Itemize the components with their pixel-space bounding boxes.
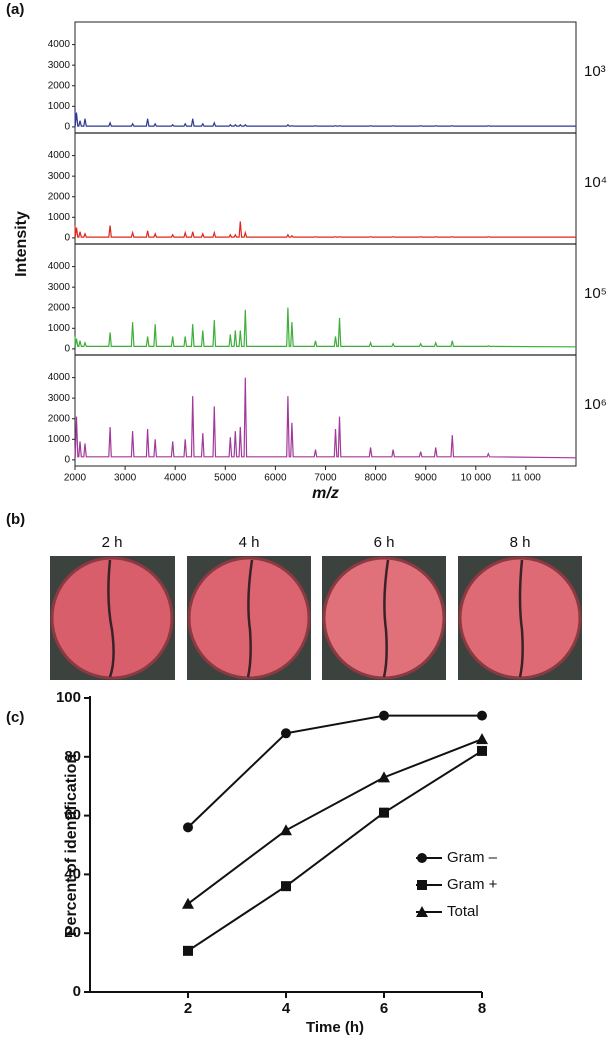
x-tick-label: 8000 <box>364 473 387 484</box>
legend-label: Total <box>447 903 479 920</box>
panel-label: (a) <box>6 1 24 18</box>
plate-photo <box>322 556 446 680</box>
y-tick-label: 2000 <box>48 191 71 202</box>
y-axis-label: Percent of identification <box>63 754 80 936</box>
marker <box>477 745 487 756</box>
series-label: 10⁵ <box>584 285 607 302</box>
x-axis-label: Time (h) <box>306 1019 364 1036</box>
y-tick-label: 0 <box>64 233 70 244</box>
y-tick-label: 100 <box>56 689 81 706</box>
y-tick-label: 4000 <box>48 372 71 383</box>
plate-photo <box>187 556 311 680</box>
marker <box>379 710 389 721</box>
y-tick-label: 0 <box>73 983 81 1000</box>
x-tick-label: 2 <box>184 1000 192 1017</box>
legend-label: Gram + <box>447 876 498 893</box>
series-line <box>187 738 483 905</box>
panel-label: (c) <box>6 709 24 726</box>
y-tick-label: 3000 <box>48 393 71 404</box>
x-tick-label: 2000 <box>64 473 87 484</box>
spectrum-line <box>74 307 577 348</box>
marker <box>379 807 389 818</box>
series-line <box>187 750 483 952</box>
y-axis-label: Intensity <box>13 211 30 277</box>
x-axis-label: m/z <box>312 485 339 502</box>
legend-marker <box>417 880 427 890</box>
marker <box>281 881 291 892</box>
y-tick-label: 3000 <box>48 60 71 71</box>
photo-label: 4 h <box>239 534 260 551</box>
x-tick-label: 4 <box>282 1000 291 1017</box>
y-tick-label: 4000 <box>48 39 71 50</box>
y-tick-label: 60 <box>64 807 81 824</box>
y-tick-label: 0 <box>64 455 70 466</box>
y-tick-label: 2000 <box>48 80 71 91</box>
series-label: 10³ <box>584 63 606 80</box>
marker <box>182 897 194 909</box>
marker <box>183 945 193 956</box>
x-tick-label: 5000 <box>214 473 237 484</box>
photo-label: 2 h <box>102 534 123 551</box>
legend-label: Gram – <box>447 849 498 866</box>
y-tick-label: 2000 <box>48 413 71 424</box>
marker <box>281 728 291 739</box>
x-tick-label: 6 <box>380 1000 388 1017</box>
x-tick-label: 8 <box>478 1000 486 1017</box>
plate-photo <box>458 556 582 680</box>
spectrum-line <box>74 221 576 238</box>
x-tick-label: 3000 <box>114 473 137 484</box>
y-tick-label: 20 <box>64 924 81 941</box>
marker <box>476 733 488 745</box>
series-label: 10⁴ <box>584 174 607 191</box>
x-tick-label: 6000 <box>264 473 287 484</box>
spectrum-line <box>74 108 576 127</box>
marker <box>477 710 487 721</box>
y-tick-label: 1000 <box>48 323 71 334</box>
y-tick-label: 2000 <box>48 302 71 313</box>
series-line <box>187 714 482 829</box>
y-tick-label: 4000 <box>48 261 71 272</box>
series-label: 10⁶ <box>584 396 607 413</box>
y-tick-label: 0 <box>64 122 70 133</box>
spectrum-line <box>74 377 577 459</box>
y-tick-label: 0 <box>64 344 70 355</box>
y-tick-label: 3000 <box>48 282 71 293</box>
x-tick-label: 10 000 <box>461 473 492 484</box>
y-tick-label: 1000 <box>48 434 71 445</box>
marker <box>280 824 292 836</box>
plate-photos <box>50 556 582 680</box>
y-tick-label: 1000 <box>48 101 71 112</box>
photo-label: 8 h <box>510 534 531 551</box>
marker <box>378 771 390 783</box>
panel-label: (b) <box>6 511 25 528</box>
y-tick-label: 1000 <box>48 212 71 223</box>
y-tick-label: 3000 <box>48 171 71 182</box>
plate-photo <box>50 556 175 680</box>
y-tick-label: 80 <box>64 748 81 765</box>
legend-marker <box>417 853 427 863</box>
x-tick-label: 9000 <box>415 473 438 484</box>
y-tick-label: 40 <box>64 865 81 882</box>
x-tick-label: 11 000 <box>511 473 541 484</box>
x-tick-label: 4000 <box>164 473 187 484</box>
marker <box>183 822 193 833</box>
photo-label: 6 h <box>374 534 395 551</box>
x-tick-label: 7000 <box>314 473 337 484</box>
y-tick-label: 4000 <box>48 150 71 161</box>
legend-marker <box>416 906 428 917</box>
